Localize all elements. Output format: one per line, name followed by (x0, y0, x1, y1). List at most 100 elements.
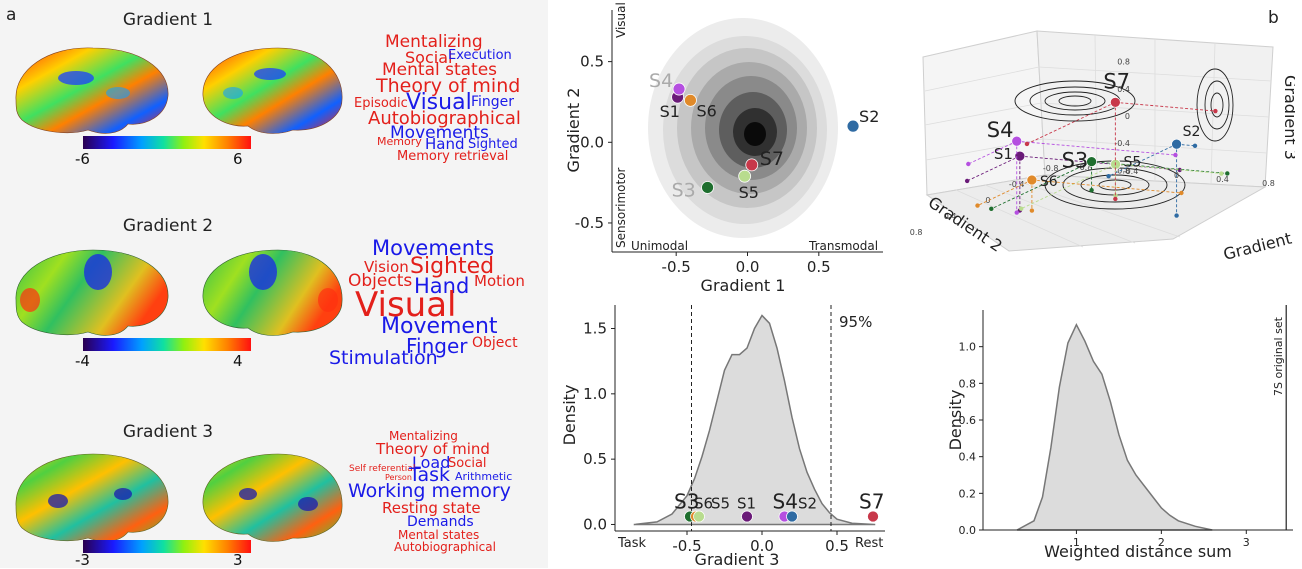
y-tick-label: 0.0 (580, 133, 604, 151)
point-label-s3: S3 (674, 489, 699, 513)
wordcloud-2-word: Finger (406, 334, 468, 358)
wordcloud-2-word: Vision (364, 258, 409, 276)
y-tick-label: -0.5 (575, 214, 604, 232)
point-s6 (684, 93, 697, 107)
point-label-s2: S2 (798, 494, 817, 512)
point-label-s7: S7 (859, 489, 884, 513)
projection-line-s2 (1108, 143, 1177, 177)
point-label-s6: S6 (1040, 174, 1058, 190)
3d-z-tick-label: 0.4 (1117, 85, 1130, 94)
point-s7 (1110, 96, 1121, 108)
projection-point-s1 (964, 178, 970, 184)
gradient-1-brain-maps (15, 47, 343, 134)
wordcloud-2-word: Movements (372, 236, 495, 260)
gradient-1-title: Gradient 1 (122, 10, 214, 30)
3d-x-tick-label: 0.4 (1216, 175, 1229, 184)
point-s1 (741, 510, 753, 523)
projection-point-s7 (1024, 141, 1030, 147)
3d-x-tick-label: 0.8 (1262, 179, 1275, 188)
gradient-1-colorbar (83, 136, 251, 149)
x-axis-label: Weighted distance sum (1044, 542, 1232, 561)
wordcloud-1-word: Movements (390, 123, 489, 143)
3d-x-axis-label: Gradient 1 (1221, 225, 1295, 264)
point-s2 (786, 510, 798, 523)
gradient-3-colorbar (83, 540, 251, 553)
x-tick-label: 0.0 (736, 258, 760, 276)
point-label-s4: S4 (987, 118, 1014, 142)
point-label-s7: S7 (1103, 69, 1130, 93)
wordcloud-1-word: Social (405, 48, 453, 67)
projection-line-s2 (1176, 143, 1196, 147)
density-contours (648, 18, 838, 238)
projection-point-s4 (1014, 210, 1019, 215)
projection-point-s5 (1019, 206, 1024, 211)
annotation-rest: Rest (855, 536, 883, 551)
wordcloud-3-word: Person (385, 473, 412, 482)
wordcloud-2-word: Movement (381, 314, 498, 339)
wordcloud-3-word: Social (448, 456, 487, 471)
wordcloud-3-word: Demands (407, 514, 474, 530)
projection-point-s5 (1219, 171, 1224, 176)
point-label-s1: S1 (994, 145, 1013, 163)
projection-point-s4 (966, 161, 971, 167)
y-tick-label: 0.5 (580, 53, 604, 71)
y-tick-label: 0.0 (583, 515, 607, 533)
wordcloud-1-word: Mentalizing (385, 32, 483, 52)
3d-y-tick-label: 0.4 (944, 212, 957, 221)
wordcloud-1-word: Finger (471, 94, 515, 110)
point-s7 (745, 158, 759, 172)
point-s3 (1086, 156, 1097, 167)
wordcloud-2-word: Sighted (410, 254, 495, 279)
projection-line-s6 (977, 179, 1033, 207)
wordcloud-3-word: Mental states (398, 528, 480, 542)
wordcloud-1-word: Autobiographical (368, 108, 521, 129)
point-s6 (1026, 174, 1038, 186)
projection-line-s4 (968, 140, 1017, 165)
point-s3 (701, 181, 714, 194)
wordcloud-3-word: Autobiographical (394, 540, 496, 554)
wordcloud-2-word: Stimulation (329, 347, 438, 369)
wordcloud-2-word: Visual (355, 285, 457, 325)
wordcloud-1-word: Visual (406, 90, 472, 115)
gradient-2-brain-maps (15, 249, 343, 336)
annotation-95-percent: 95% (839, 313, 872, 331)
y-tick-label: 0.4 (959, 451, 977, 464)
gradient-3-title: Gradient 3 (122, 422, 214, 442)
3d-y-tick-label: 0 (985, 196, 990, 205)
gradient-3-brain-maps (15, 453, 343, 542)
3d-x-tick-label: -0.4 (1123, 167, 1139, 176)
wordcloud-1-word: Mental states (382, 60, 498, 80)
gradient-3-colorbar-max: 3 (233, 551, 243, 569)
density-curve (1016, 322, 1213, 531)
y-tick-label: 0.6 (959, 414, 977, 427)
3d-y-tick-label: -0.4 (1009, 180, 1025, 189)
3d-z-tick-label: -0.4 (1114, 139, 1130, 148)
3d-y-tick-label: 0.8 (910, 228, 923, 237)
projection-line-s5 (1115, 163, 1222, 174)
wordcloud-3-word: Theory of mind (376, 440, 490, 458)
x-tick-label: 0.5 (807, 258, 831, 276)
3d-z-tick-label: -0.8 (1114, 166, 1130, 175)
gradient-3-colorbar-min: -3 (75, 551, 90, 569)
wordcloud-2-word: Motion (474, 272, 525, 290)
x-tick-label: -0.5 (662, 258, 691, 276)
projection-line-s7 (1115, 101, 1216, 112)
wordcloud-3-word: Load (412, 453, 451, 472)
y-tick-label: 0.5 (583, 450, 607, 468)
annotation-visual: Visual (614, 2, 628, 38)
projection-point-s7 (1213, 108, 1218, 114)
x-tick-label: 1 (1073, 536, 1080, 549)
point-s4 (1011, 135, 1023, 147)
projection-point-s7 (1113, 196, 1118, 202)
wordcloud-3-word: Resting state (382, 499, 481, 517)
wordcloud-1-word: Sighted (468, 137, 518, 152)
x-tick-label: 0.5 (825, 537, 849, 555)
x-tick-label: 3 (1243, 536, 1250, 549)
projection-point-s5 (1113, 193, 1118, 198)
projection-point-s3 (989, 206, 994, 212)
wordcloud-1-word: Theory of mind (376, 75, 521, 97)
projection-line-s4 (1016, 140, 1176, 156)
wordcloud-1-word: Memory retrieval (397, 149, 509, 164)
x-tick-label: 2 (1158, 536, 1165, 549)
